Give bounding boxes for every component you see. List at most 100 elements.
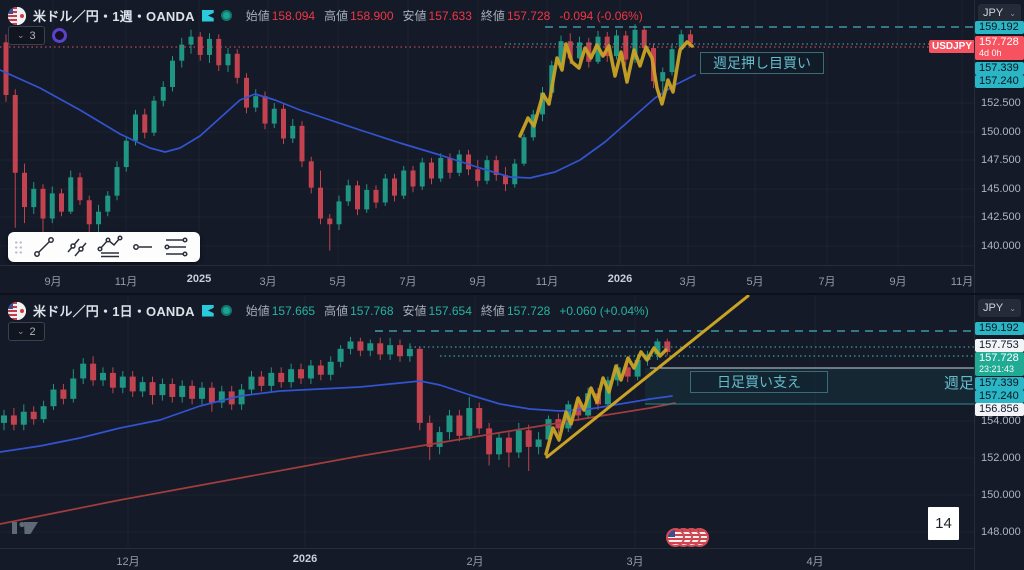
ohlc-readout: 始値 158.094 高値 158.900 安値 157.633 終値 157.… [239, 7, 643, 24]
drag-handle-icon[interactable] [14, 240, 23, 254]
close-label: 終値 [480, 9, 505, 23]
open-label: 始値 [245, 304, 270, 318]
weekly-price-scale[interactable]: JPY ⌄ 152.500 150.000 147.500 145.000 142.50… [974, 0, 1024, 293]
price-tick-label: 154.000 [981, 415, 1021, 427]
time-axis-label: 7月 [399, 276, 417, 288]
price-level-label: 159.192 [975, 21, 1024, 34]
time-axis-label: 9月 [44, 276, 62, 288]
weekly-candlestick-chart[interactable] [0, 0, 975, 265]
parallel-horizontal-lines-tool-icon[interactable] [161, 234, 191, 260]
price-level-label: 157.728 4d 0h [975, 36, 1024, 60]
high-label: 高値 [324, 304, 349, 318]
low-value: 157.654 [428, 303, 472, 318]
chevron-down-icon: ⌄ [1009, 303, 1016, 313]
currency-label: JPY [983, 302, 1004, 314]
price-level-label: 157.339 [975, 377, 1024, 390]
time-axis-label: 12月 [116, 556, 140, 568]
change-value: -0.094 (-0.06%) [559, 8, 643, 23]
price-tick-label: 150.000 [981, 126, 1021, 138]
symbol-price-flag: USDJPY [929, 40, 975, 53]
time-axis-label: 5月 [329, 276, 347, 288]
event-markers [666, 528, 712, 547]
price-level-label: 157.753 [975, 339, 1024, 352]
weekly-legend: 米ドル／円・1週・OANDA 始値 158.094 高値 158.900 安値 … [8, 6, 643, 25]
market-status-icon [220, 10, 232, 21]
usdjpy-pair-flag-icon [8, 301, 26, 320]
chevron-down-icon: ⌄ [17, 326, 25, 336]
time-axis-label: 11月 [114, 276, 138, 288]
high-value: 158.900 [350, 8, 394, 23]
time-axis-label: 3月 [626, 556, 644, 568]
low-label: 安値 [402, 304, 427, 318]
daily-note-label[interactable]: 日足買い支え [690, 371, 828, 393]
daily-chart-surface[interactable]: 米ドル／円・1日・OANDA 始値 157.665 高値 157.768 安値 … [0, 295, 975, 570]
price-tick-label: 152.500 [981, 97, 1021, 109]
usdjpy-pair-flag-icon [8, 6, 26, 25]
time-axis-label: 2026 [607, 273, 633, 285]
close-value: 157.728 [506, 8, 551, 23]
trend-line-tool-icon[interactable] [29, 234, 59, 260]
chart-style-icon[interactable] [201, 304, 214, 317]
chevron-down-icon: ⌄ [1009, 8, 1016, 18]
daily-candlestick-chart[interactable] [0, 295, 975, 548]
high-label: 高値 [324, 9, 349, 23]
price-level-label: 157.339 [975, 62, 1024, 75]
close-label: 終値 [480, 304, 505, 318]
path-polyline-tool-icon[interactable] [95, 234, 125, 260]
economic-event-flag-icon[interactable] [666, 528, 685, 547]
price-tick-label: 152.000 [981, 452, 1021, 464]
currency-label: JPY [983, 7, 1004, 19]
chart-style-icon[interactable] [201, 9, 214, 22]
weekly-chart-surface[interactable]: 米ドル／円・1週・OANDA 始値 158.094 高値 158.900 安値 … [0, 0, 975, 293]
time-axis-label: 2025 [186, 273, 212, 285]
parallel-trend-lines-tool-icon[interactable] [62, 234, 92, 260]
time-axis-label: 9月 [889, 276, 907, 288]
price-level-label: 157.240 [975, 390, 1024, 403]
drawing-toolbar [8, 232, 200, 262]
price-tick-label: 150.000 [981, 489, 1021, 501]
time-axis-label: 2月 [466, 556, 484, 568]
horizontal-ray-tool-icon[interactable] [128, 234, 158, 260]
daily-chart-panel: 米ドル／円・1日・OANDA 始値 157.665 高値 157.768 安値 … [0, 295, 1024, 570]
price-level-label: 157.240 [975, 75, 1024, 88]
daily-time-axis[interactable]: 12月 2026 2月 3月 4月 [0, 548, 1024, 570]
change-value: +0.060 (+0.04%) [559, 303, 649, 318]
open-value: 157.665 [271, 303, 316, 318]
time-axis-label: 4月 [806, 556, 824, 568]
time-axis-label: 2026 [292, 553, 318, 565]
currency-dropdown[interactable]: JPY ⌄ [978, 299, 1021, 317]
indicator-count: 3 [29, 29, 36, 42]
symbol-title[interactable]: 米ドル／円・1週・OANDA [33, 9, 195, 24]
price-tick-label: 147.500 [981, 154, 1021, 166]
symbol-title[interactable]: 米ドル／円・1日・OANDA [33, 304, 195, 319]
time-axis-label: 7月 [818, 276, 836, 288]
price-tick-label: 140.000 [981, 240, 1021, 252]
price-tick-label: 148.000 [981, 526, 1021, 538]
open-value: 158.094 [271, 8, 316, 23]
price-tick-label: 145.000 [981, 183, 1021, 195]
indicator-count: 2 [29, 325, 36, 338]
time-axis-label: 3月 [679, 276, 697, 288]
close-value: 157.728 [506, 303, 551, 318]
ohlc-readout: 始値 157.665 高値 157.768 安値 157.654 終値 157.… [239, 302, 649, 319]
low-label: 安値 [402, 9, 427, 23]
price-level-label: 157.728 23:21:43 [975, 352, 1024, 376]
chevron-down-icon: ⌄ [17, 30, 25, 40]
price-tick-label: 142.500 [981, 211, 1021, 223]
clipped-note-label[interactable]: 週足 [944, 374, 975, 392]
currency-dropdown[interactable]: JPY ⌄ [978, 4, 1021, 22]
time-axis-label: 11月 [950, 276, 974, 288]
time-axis-label: 3月 [259, 276, 277, 288]
high-value: 157.768 [350, 303, 394, 318]
weekly-chart-panel: 米ドル／円・1週・OANDA 始値 158.094 高値 158.900 安値 … [0, 0, 1024, 295]
daily-price-scale[interactable]: JPY ⌄ 154.000 152.000 150.000 148.000 159.19… [974, 295, 1024, 570]
low-value: 157.633 [428, 8, 472, 23]
daily-legend: 米ドル／円・1日・OANDA 始値 157.665 高値 157.768 安値 … [8, 301, 649, 320]
indicator-dot-icon[interactable] [52, 28, 67, 43]
indicators-collapse-button[interactable]: ⌄ 3 [8, 26, 45, 45]
time-axis-label: 5月 [746, 276, 764, 288]
weekly-note-label[interactable]: 週足押し目買い [700, 52, 824, 74]
indicators-collapse-button[interactable]: ⌄ 2 [8, 322, 45, 341]
